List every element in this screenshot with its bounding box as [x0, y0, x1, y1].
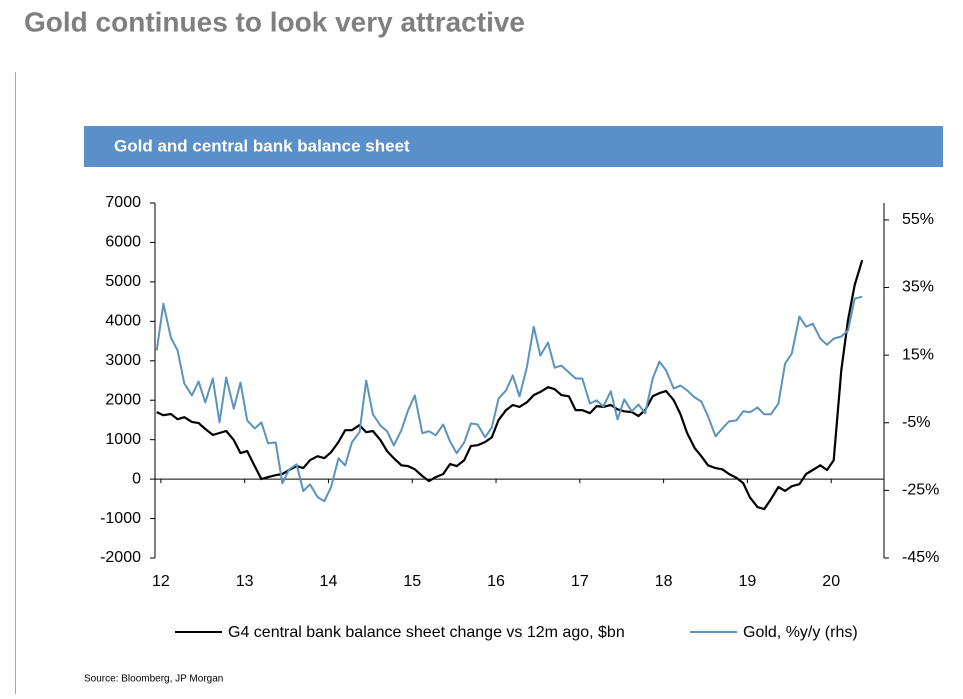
x-tick-label: 16 — [487, 573, 505, 590]
y2-tick-label: 15% — [902, 346, 934, 363]
banner — [84, 126, 943, 167]
y-tick-label: 7000 — [105, 194, 141, 211]
x-tick-label: 17 — [571, 573, 589, 590]
x-tick-label: 14 — [320, 573, 338, 590]
y-tick-label: 4000 — [105, 313, 141, 330]
y-tick-label: 0 — [132, 470, 141, 487]
series-line — [156, 259, 864, 511]
legend-label: G4 central bank balance sheet change vs … — [228, 624, 625, 641]
source: Source: Bloomberg, JP Morgan — [84, 674, 223, 685]
page-title: Gold continues to look very attractive — [24, 6, 525, 37]
y-tick-label: 2000 — [105, 391, 141, 408]
y-tick-label: -1000 — [100, 510, 141, 527]
y-tick-label: -2000 — [100, 549, 141, 566]
legend-label: Gold, %y/y (rhs) — [743, 624, 858, 641]
y-tick-label: 1000 — [105, 431, 141, 448]
series-line — [155, 295, 863, 503]
y-tick-label: 5000 — [105, 273, 141, 290]
y2-tick-label: -45% — [902, 549, 939, 566]
chart-title: Gold and central bank balance sheet — [114, 136, 410, 155]
x-tick-label: 13 — [236, 573, 254, 590]
y2-tick-label: 35% — [902, 279, 934, 296]
x-tick-label: 20 — [822, 573, 840, 590]
y-tick-label: 3000 — [105, 352, 141, 369]
y2-tick-label: -5% — [902, 414, 930, 431]
x-tick-label: 18 — [655, 573, 673, 590]
x-tick-label: 19 — [739, 573, 757, 590]
y2-tick-label: 55% — [902, 211, 934, 228]
x-tick-label: 15 — [403, 573, 421, 590]
y2-tick-label: -25% — [902, 482, 939, 499]
x-tick-label: 12 — [152, 573, 170, 590]
y-tick-label: 6000 — [105, 234, 141, 251]
